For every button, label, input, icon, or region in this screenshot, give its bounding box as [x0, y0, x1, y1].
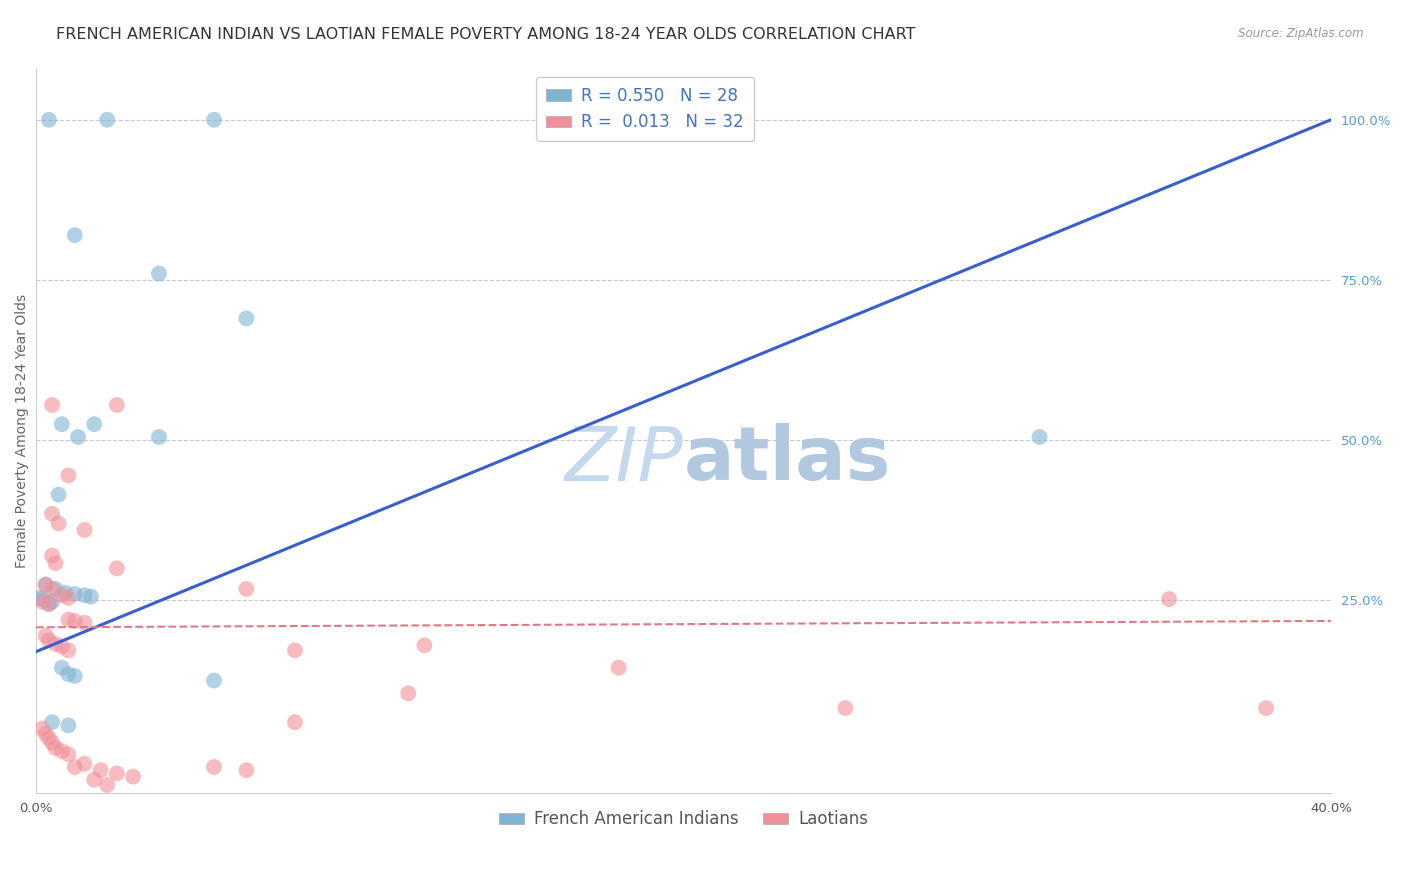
Point: [83, 772, 105, 787]
Point: [31, 592, 53, 607]
Y-axis label: Female Poverty Among 18-24 Year Olds: Female Poverty Among 18-24 Year Olds: [15, 293, 30, 567]
Point: [1256, 701, 1278, 715]
Point: [607, 661, 630, 675]
Point: [41, 715, 63, 730]
Point: [202, 112, 225, 127]
Point: [73, 588, 96, 602]
Point: [28, 591, 51, 605]
Point: [235, 763, 257, 777]
Point: [58, 643, 80, 657]
Point: [834, 701, 856, 715]
Point: [44, 740, 66, 755]
Point: [122, 770, 145, 784]
Point: [38, 731, 60, 746]
Point: [73, 523, 96, 537]
Point: [58, 718, 80, 732]
Point: [1157, 592, 1180, 607]
Point: [51, 588, 73, 602]
Point: [58, 591, 80, 605]
Point: [148, 267, 170, 281]
Point: [80, 590, 103, 604]
Point: [413, 638, 436, 652]
Point: [235, 582, 257, 596]
Point: [284, 643, 307, 657]
Point: [83, 417, 105, 432]
Point: [41, 549, 63, 563]
Point: [73, 615, 96, 630]
Point: [202, 673, 225, 688]
Point: [48, 488, 70, 502]
Point: [148, 430, 170, 444]
Point: [235, 311, 257, 326]
Point: [44, 556, 66, 570]
Point: [51, 640, 73, 654]
Point: [96, 778, 118, 792]
Point: [66, 430, 89, 444]
Point: [34, 629, 56, 643]
Text: FRENCH AMERICAN INDIAN VS LAOTIAN FEMALE POVERTY AMONG 18-24 YEAR OLDS CORRELATI: FRENCH AMERICAN INDIAN VS LAOTIAN FEMALE…: [56, 27, 915, 42]
Point: [58, 667, 80, 681]
Point: [51, 661, 73, 675]
Point: [38, 633, 60, 648]
Point: [284, 715, 307, 730]
Point: [41, 582, 63, 596]
Point: [105, 766, 128, 780]
Point: [96, 112, 118, 127]
Point: [34, 727, 56, 741]
Point: [44, 637, 66, 651]
Point: [53, 585, 76, 599]
Point: [396, 686, 419, 700]
Point: [63, 614, 86, 628]
Point: [38, 597, 60, 611]
Point: [41, 736, 63, 750]
Text: atlas: atlas: [683, 423, 891, 496]
Point: [51, 744, 73, 758]
Point: [105, 561, 128, 575]
Point: [1028, 430, 1050, 444]
Point: [34, 578, 56, 592]
Point: [73, 756, 96, 771]
Point: [105, 398, 128, 412]
Point: [202, 760, 225, 774]
Point: [38, 597, 60, 611]
Point: [31, 722, 53, 736]
Point: [63, 669, 86, 683]
Point: [34, 577, 56, 591]
Point: [63, 228, 86, 243]
Point: [63, 587, 86, 601]
Point: [38, 112, 60, 127]
Point: [63, 760, 86, 774]
Point: [41, 507, 63, 521]
Point: [41, 398, 63, 412]
Point: [31, 595, 53, 609]
Text: ZIP: ZIP: [565, 424, 683, 496]
Point: [90, 763, 112, 777]
Point: [58, 747, 80, 762]
Point: [58, 613, 80, 627]
Point: [48, 516, 70, 531]
Point: [41, 595, 63, 609]
Point: [44, 582, 66, 596]
Point: [58, 468, 80, 483]
Point: [51, 417, 73, 432]
Text: Source: ZipAtlas.com: Source: ZipAtlas.com: [1239, 27, 1364, 40]
Legend: French American Indians, Laotians: French American Indians, Laotians: [492, 804, 875, 835]
